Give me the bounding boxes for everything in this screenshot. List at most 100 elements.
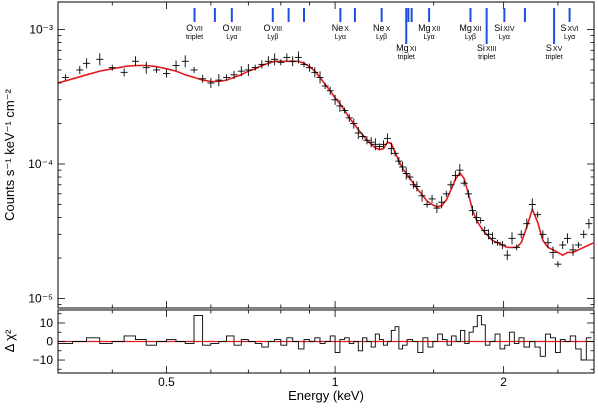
data-point xyxy=(300,61,308,68)
line-marker-label: MgXII xyxy=(418,23,440,33)
line-marker-sublabel: Lyα xyxy=(499,34,510,41)
data-point xyxy=(294,51,302,64)
data-point xyxy=(316,71,324,84)
data-point xyxy=(423,201,431,208)
line-marker-ion: XII xyxy=(432,26,441,33)
data-point xyxy=(379,140,387,149)
residual-tick-label: 10 xyxy=(40,316,54,330)
data-point xyxy=(447,180,455,189)
data-point xyxy=(153,66,161,73)
x-tick-label: 1 xyxy=(332,375,339,389)
data-point xyxy=(485,229,493,240)
data-point xyxy=(456,164,464,177)
data-point xyxy=(493,239,501,246)
model-curve-line xyxy=(57,60,595,256)
data-point xyxy=(528,198,536,211)
data-point xyxy=(498,240,506,249)
data-point xyxy=(481,226,489,235)
line-marker-ion: XIII xyxy=(486,46,497,53)
data-point xyxy=(258,60,266,69)
line-marker-label: NeX xyxy=(332,23,350,33)
data-point xyxy=(391,150,399,157)
line-marker-ion: XI xyxy=(410,46,417,53)
line-marker-element: Si xyxy=(477,43,485,53)
data-point xyxy=(223,74,231,81)
line-marker-sublabel: triplet xyxy=(398,54,415,61)
data-point xyxy=(363,136,371,145)
data-point xyxy=(321,82,329,89)
data-point xyxy=(230,70,238,79)
line-marker-element: Mg xyxy=(396,43,409,53)
residual-steps xyxy=(58,315,592,361)
data-point xyxy=(574,241,582,248)
data-point xyxy=(488,232,496,245)
line-marker-element: O xyxy=(264,23,271,33)
data-point xyxy=(473,211,481,224)
data-point xyxy=(359,133,367,140)
data-point xyxy=(367,137,375,148)
y-axis-ticks: 10⁻³ 10⁻⁴ 10⁻⁵ xyxy=(28,22,594,306)
line-marker-sublabel: triplet xyxy=(478,54,495,61)
line-marker-label: SXVI xyxy=(560,23,578,33)
data-point xyxy=(350,118,358,129)
data-point xyxy=(142,61,150,74)
data-point xyxy=(190,66,198,73)
data-point xyxy=(215,74,223,87)
data-point xyxy=(554,261,562,268)
data-point xyxy=(311,67,319,78)
line-marker-ion: XV xyxy=(553,46,563,53)
line-marker-sublabel: triplet xyxy=(186,34,203,41)
data-point xyxy=(371,138,379,151)
line-marker-label: SiXIII xyxy=(477,43,497,53)
line-marker-sublabel: Lyα xyxy=(226,34,237,41)
line-marker-sublabel: Lyβ xyxy=(267,34,278,41)
line-marker-sublabel: Lyα xyxy=(335,34,346,41)
y-tick-label: 10⁻⁵ xyxy=(28,292,53,306)
data-point xyxy=(163,69,171,78)
data-point xyxy=(513,244,521,251)
line-marker-ion: VIII xyxy=(272,26,283,33)
emission-line-markers: OVIItripletOVIIILyαOVIIILyβNeXLyαNeXLyβM… xyxy=(186,8,579,61)
residual-tick-label: 0 xyxy=(46,335,53,349)
line-marker-ion: XVI xyxy=(567,26,578,33)
line-marker-ion: XII xyxy=(473,26,482,33)
data-point xyxy=(406,174,414,181)
line-marker-element: Ne xyxy=(332,23,344,33)
data-point xyxy=(559,240,567,249)
line-marker-sublabel: Lyβ xyxy=(465,34,476,41)
data-point xyxy=(199,74,207,83)
data-point xyxy=(237,66,245,77)
line-marker-label: OVII xyxy=(186,23,203,33)
line-marker-label: MgXII xyxy=(459,23,481,33)
data-point xyxy=(131,56,139,67)
line-marker-sublabel: Lyα xyxy=(424,34,435,41)
data-point xyxy=(341,107,349,114)
data-point xyxy=(336,99,344,112)
residuals-panel: 10 0 −10 Δ χ² xyxy=(2,309,595,374)
y-axis-label: Counts s⁻¹ keV⁻¹ cm⁻² xyxy=(2,88,17,220)
data-point xyxy=(544,237,552,248)
data-point xyxy=(277,59,285,66)
line-marker-ion: X xyxy=(386,26,391,33)
data-point xyxy=(181,55,189,68)
data-point xyxy=(395,157,403,166)
data-point xyxy=(354,126,362,139)
data-point xyxy=(331,94,339,105)
data-point xyxy=(523,218,531,229)
data-point xyxy=(207,77,215,88)
data-point xyxy=(508,232,516,245)
data-point xyxy=(539,230,547,239)
data-point xyxy=(172,60,180,71)
data-point xyxy=(413,181,421,192)
data-point xyxy=(387,142,395,155)
data-point xyxy=(345,113,353,122)
x-axis-ticks: 0.5 1 2 xyxy=(111,2,559,389)
data-point xyxy=(375,143,383,150)
line-marker-ion: XIV xyxy=(503,26,515,33)
line-marker-element: Ne xyxy=(373,23,385,33)
data-point xyxy=(108,64,116,71)
data-point xyxy=(460,180,468,187)
x-tick-label: 2 xyxy=(500,375,507,389)
line-marker-element: S xyxy=(560,23,566,33)
